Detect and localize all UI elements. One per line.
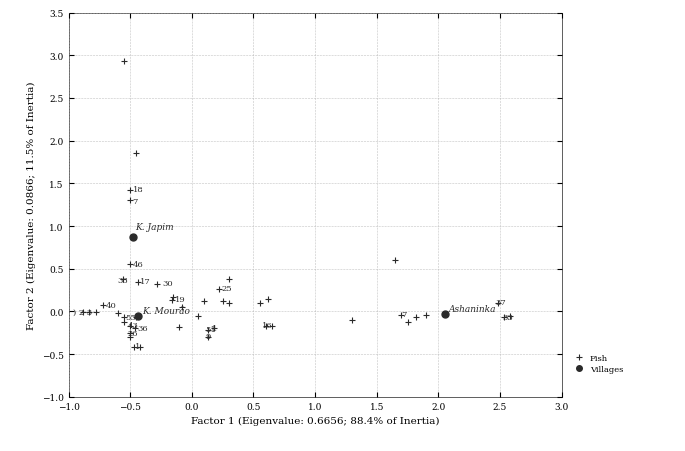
Text: ) 2 3: ) 2 3 [73, 308, 92, 317]
Text: 1: 1 [212, 324, 217, 332]
Text: Ashaninka: Ashaninka [448, 304, 496, 313]
Text: 16: 16 [262, 321, 273, 329]
Text: 1: 1 [135, 343, 140, 350]
Text: 18: 18 [133, 186, 143, 194]
Text: 46: 46 [133, 260, 143, 268]
X-axis label: Factor 1 (Eigenvalue: 0.6656; 88.4% of Inertia): Factor 1 (Eigenvalue: 0.6656; 88.4% of I… [191, 416, 439, 425]
Text: 26: 26 [127, 329, 138, 337]
Text: K. Mourão: K. Mourão [142, 306, 190, 315]
Text: 36: 36 [138, 324, 148, 332]
Text: 33: 33 [503, 313, 513, 321]
Text: 30: 30 [162, 280, 173, 288]
Text: 25: 25 [221, 285, 232, 293]
Text: 19: 19 [175, 296, 185, 304]
Text: 43: 43 [127, 321, 138, 329]
Text: 7: 7 [133, 198, 138, 206]
Text: 37: 37 [495, 298, 506, 306]
Text: K. Japim: K. Japim [135, 223, 174, 232]
Text: 7: 7 [401, 310, 407, 318]
Legend: Fish, Villages: Fish, Villages [571, 354, 623, 373]
Text: 40: 40 [105, 301, 116, 309]
Text: 51: 51 [206, 326, 216, 334]
Y-axis label: Factor 2 (Eigenvalue: 0.0866; 11.5% of Inertia): Factor 2 (Eigenvalue: 0.0866; 11.5% of I… [27, 81, 36, 329]
Text: 33: 33 [118, 276, 129, 284]
Text: 55: 55 [125, 313, 136, 321]
Text: 9: 9 [206, 332, 211, 341]
Text: 17: 17 [140, 278, 151, 286]
